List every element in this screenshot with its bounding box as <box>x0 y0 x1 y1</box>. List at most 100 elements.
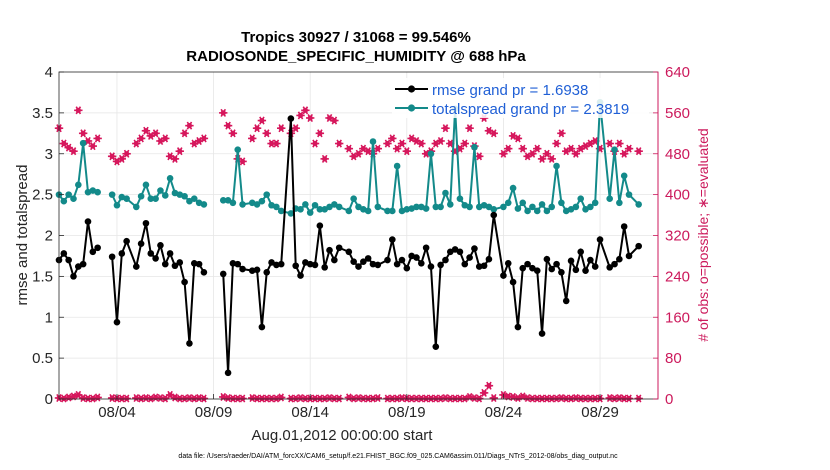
obs-star-center <box>486 383 492 389</box>
obs-star-center <box>167 153 173 159</box>
totalspread-point <box>253 201 261 208</box>
obs-evaluated-point <box>504 144 513 153</box>
totalspread-point <box>413 203 420 211</box>
obs-star-center <box>515 135 521 142</box>
series-layer <box>54 98 643 403</box>
obs-star-center <box>447 395 453 402</box>
rmse-point <box>509 278 517 286</box>
obs-evaluated-point <box>557 129 566 138</box>
rmse-point <box>84 218 92 225</box>
rmse-point <box>70 273 77 280</box>
obs-evaluated-point <box>180 129 189 138</box>
rmse-point <box>562 297 570 305</box>
obs-star-center <box>529 395 536 402</box>
chart-title: Tropics 30927 / 31068 = 99.546% <box>241 29 471 46</box>
obs-star-center <box>312 395 318 402</box>
obs-star-center <box>317 130 323 136</box>
obs-evaluated-point <box>165 152 175 161</box>
obs-star-center <box>268 395 275 402</box>
rmse-point <box>166 250 174 257</box>
totalspread-point <box>471 143 478 151</box>
obs-star-center <box>148 133 154 139</box>
obs-possible-point <box>383 394 392 403</box>
obs-evaluated-point <box>88 142 98 151</box>
obs-star-center <box>476 153 482 159</box>
totalspread-point <box>437 203 444 211</box>
obs-evaluated-point <box>78 129 88 138</box>
rmse-point <box>364 255 372 262</box>
obs-possible-point <box>373 393 383 403</box>
totalspread-point <box>263 191 271 198</box>
obs-star-center <box>143 128 149 134</box>
totalspread-point <box>157 187 164 194</box>
obs-star-center <box>384 140 391 147</box>
obs-star-center <box>162 395 168 402</box>
totalspread-point <box>316 206 324 213</box>
rmse-point <box>258 323 266 331</box>
obs-evaluated-point <box>392 144 402 153</box>
totalspread-point <box>374 203 382 211</box>
rmse-point <box>200 268 208 276</box>
totalspread-point <box>113 201 121 209</box>
obs-possible-point <box>426 394 436 403</box>
rmse-point <box>577 248 585 256</box>
obs-possible-point <box>363 394 373 403</box>
y-tick-label: 2 <box>45 228 53 245</box>
totalspread-point <box>558 199 565 207</box>
rmse-point <box>504 259 512 267</box>
obs-possible-point <box>634 394 643 403</box>
obs-evaluated-point <box>59 139 69 148</box>
legend-rmse-marker <box>407 85 416 93</box>
obs-possible-point <box>359 394 368 403</box>
obs-star-center <box>418 395 424 402</box>
obs-possible-point <box>310 394 320 403</box>
rmse-point <box>427 263 435 270</box>
obs-evaluated-point <box>499 149 508 158</box>
obs-star-center <box>457 395 463 402</box>
y-right-tick-label: 240 <box>665 268 690 285</box>
totalspread-point <box>219 197 227 204</box>
obs-star-center <box>626 395 632 402</box>
obs-evaluated-point <box>190 139 199 148</box>
x-tick-label: 08/09 <box>195 404 233 421</box>
obs-star-center <box>162 135 168 142</box>
obs-evaluated-point <box>320 154 329 163</box>
obs-star-center <box>264 130 270 136</box>
obs-star-center <box>365 395 371 402</box>
obs-star-center <box>66 145 72 151</box>
obs-star-center <box>510 133 516 139</box>
obs-evaluated-point <box>141 126 151 135</box>
x-tick-label: 08/24 <box>485 404 523 421</box>
totalspread-point <box>75 181 82 189</box>
obs-evaluated-point <box>252 124 262 133</box>
obs-star-center <box>201 135 207 142</box>
obs-evaluated-point <box>185 121 194 130</box>
y-axis-right-label: # of obs: o=possible; ∗=evaluated <box>695 128 711 341</box>
obs-star-center <box>360 395 366 402</box>
obs-possible-point <box>117 394 126 403</box>
totalspread-point <box>369 138 377 145</box>
totalspread-point <box>152 195 159 203</box>
obs-star-center <box>384 395 391 402</box>
obs-star-center <box>153 130 159 136</box>
obs-star-center <box>109 153 115 159</box>
obs-star-center <box>423 151 429 157</box>
rmse-point <box>611 260 618 268</box>
obs-evaluated-point <box>460 139 469 148</box>
rmse-point <box>152 255 159 262</box>
obs-star-center <box>124 395 130 402</box>
totalspread-point <box>108 191 116 198</box>
totalspread-point <box>466 203 473 211</box>
totalspread-point <box>500 203 507 211</box>
obs-evaluated-point <box>69 147 78 156</box>
rmse-point <box>533 267 541 274</box>
obs-possible-point <box>122 394 131 403</box>
rmse-point <box>331 256 338 264</box>
obs-evaluated-point <box>151 129 160 138</box>
obs-evaluated-point <box>528 149 537 158</box>
totalspread-point <box>519 199 527 207</box>
rmse-point <box>480 262 488 270</box>
rmse-point <box>297 272 304 279</box>
obs-star-center <box>452 395 458 402</box>
